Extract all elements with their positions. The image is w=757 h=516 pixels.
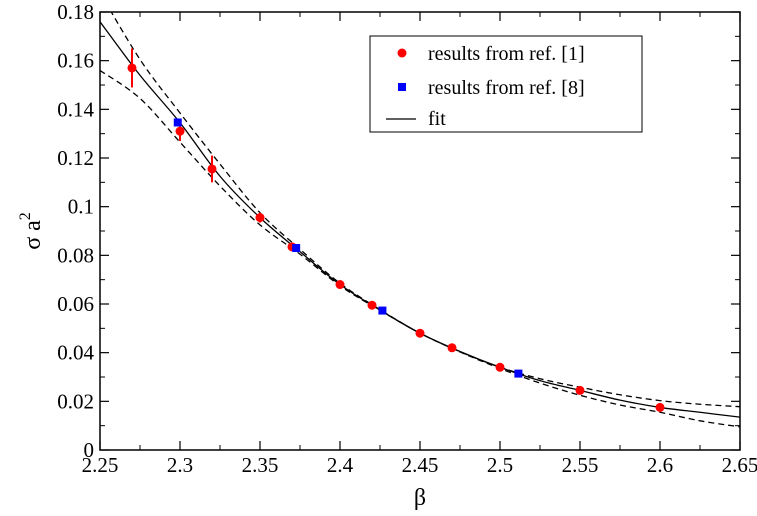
point-ref1 (335, 280, 345, 290)
y-axis-label: σ a2 (17, 212, 46, 250)
point-ref8 (514, 369, 523, 378)
point-ref1 (495, 362, 505, 372)
x-tick-label: 2.45 (402, 453, 439, 477)
y-axis-label-superscript: 2 (17, 212, 34, 220)
legend-marker-ref1 (397, 48, 407, 58)
point-ref1 (415, 328, 425, 338)
legend-label-ref8: results from ref. [8] (428, 77, 585, 99)
x-tick-label: 2.55 (562, 453, 599, 477)
point-ref8 (378, 306, 387, 315)
x-tick-label: 2.6 (647, 453, 673, 477)
legend-box (369, 35, 643, 133)
point-ref1 (207, 164, 217, 174)
legend-label-fit: fit (428, 108, 446, 130)
y-tick-label: 0.18 (57, 0, 94, 24)
point-ref8 (173, 118, 182, 127)
legend-marker-ref8 (398, 83, 406, 91)
data-points (127, 48, 665, 412)
point-ref8 (292, 244, 301, 253)
point-ref1 (175, 126, 185, 136)
legend: results from ref. [1] results from ref. … (369, 35, 643, 133)
y-tick-label: 0.04 (57, 341, 94, 365)
y-tick-label: 0 (84, 438, 95, 462)
y-tick-label: 0.08 (57, 243, 94, 267)
legend-label-ref1: results from ref. [1] (428, 43, 585, 65)
point-ref1 (255, 213, 265, 223)
y-tick-label: 0.1 (68, 195, 94, 219)
y-tick-label: 0.12 (57, 146, 94, 170)
point-ref1 (367, 300, 377, 310)
y-tick-label: 0.06 (57, 292, 94, 316)
y-axis-label-base: σ a (20, 220, 46, 250)
axis-ticks (99, 11, 741, 451)
y-tick-label: 0.16 (57, 49, 94, 73)
point-ref1 (447, 343, 457, 353)
point-ref1 (575, 385, 585, 395)
fit-lower-bound-line (100, 69, 740, 428)
x-tick-label: 2.3 (167, 453, 193, 477)
x-tick-label: 2.5 (487, 453, 513, 477)
x-tick-label: 2.4 (327, 453, 354, 477)
axis-tick-labels: 2.25 2.3 2.35 2.4 2.45 2.5 2.55 2.6 2.65 0 0.02 0.0… (57, 0, 757, 477)
point-ref1 (127, 63, 137, 73)
point-ref1 (655, 402, 665, 412)
y-tick-label: 0.14 (57, 97, 94, 121)
y-tick-label: 0.02 (57, 389, 94, 413)
x-tick-label: 2.35 (242, 453, 279, 477)
x-tick-label: 2.25 (82, 453, 119, 477)
x-tick-label: 2.65 (722, 453, 757, 477)
x-axis-label: β (414, 485, 426, 511)
